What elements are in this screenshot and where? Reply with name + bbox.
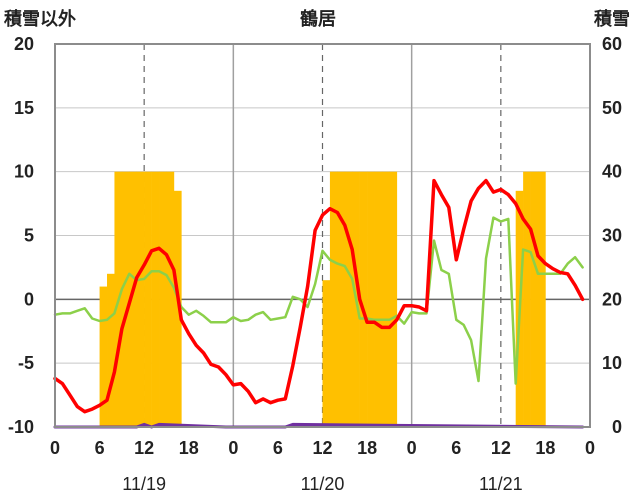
left-tick-label-5: 15 (14, 98, 34, 118)
snow-bar-59 (537, 171, 546, 427)
red-series-line (53, 178, 585, 414)
x-tick-label-5: 6 (273, 438, 283, 458)
left-axis-label: 積雪以外 (3, 8, 76, 29)
left-tick-label-3: 5 (24, 226, 34, 246)
left-tick-label-4: 10 (14, 162, 34, 182)
snow-bar-58 (530, 171, 539, 427)
snow-bar-0 (99, 286, 108, 427)
left-tick-label-2: 0 (24, 289, 34, 309)
x-tick-label-9: 6 (451, 438, 461, 458)
x-tick-label-7: 18 (357, 438, 377, 458)
snow-bar-3 (121, 171, 130, 427)
axis-layer (54, 43, 591, 428)
right-tick-label-1: 10 (602, 353, 622, 373)
snow-bar-33 (344, 171, 353, 427)
snow-bar-37 (374, 171, 383, 427)
left-tick-label-0: -10 (8, 417, 34, 437)
snow-bar-36 (367, 171, 375, 427)
right-tick-label-3: 30 (602, 226, 622, 246)
snow-bar-5 (136, 171, 145, 427)
x-tick-label-6: 12 (312, 438, 332, 458)
snow-depth-bars (99, 171, 546, 427)
right-axis-label: 積雪 (593, 8, 630, 29)
x-tick-label-1: 6 (95, 438, 105, 458)
day-label-1: 11/20 (301, 474, 345, 494)
snow-bar-10 (173, 190, 182, 427)
snow-bar-1 (107, 273, 115, 427)
left-tick-label-6: 20 (14, 34, 34, 54)
x-tick-label-10: 12 (491, 438, 511, 458)
day-label-2: 11/21 (479, 474, 523, 494)
x-tick-label-3: 18 (179, 438, 199, 458)
x-tick-label-11: 18 (535, 438, 555, 458)
snow-bar-8 (159, 171, 167, 427)
snow-bar-38 (381, 171, 390, 427)
snow-bar-57 (523, 171, 531, 427)
day-label-0: 11/19 (122, 474, 166, 494)
snow-bar-30 (322, 280, 331, 427)
x-tick-label-8: 0 (407, 438, 417, 458)
right-tick-label-6: 60 (602, 34, 622, 54)
x-tick-label-2: 12 (134, 438, 154, 458)
chart-title: 鶴居 (300, 8, 336, 29)
snow-bar-7 (151, 171, 160, 427)
right-tick-label-0: 0 (612, 417, 622, 437)
snow-bar-9 (166, 171, 175, 427)
x-tick-label-12: 0 (585, 438, 595, 458)
snow-bar-31 (329, 171, 338, 427)
x-tick-label-0: 0 (50, 438, 60, 458)
snow-bar-6 (144, 171, 152, 427)
right-tick-label-5: 50 (602, 98, 622, 118)
green-series-line (53, 216, 584, 385)
snow-bar-32 (337, 171, 346, 427)
left-tick-label-1: -5 (18, 353, 34, 373)
x-tick-label-4: 0 (228, 438, 238, 458)
right-tick-label-4: 40 (602, 162, 622, 182)
snow-bar-35 (359, 171, 368, 427)
right-tick-label-2: 20 (602, 289, 622, 309)
snow-bar-4 (129, 171, 138, 427)
plot-frame (54, 43, 591, 428)
snow-bar-39 (389, 171, 398, 427)
